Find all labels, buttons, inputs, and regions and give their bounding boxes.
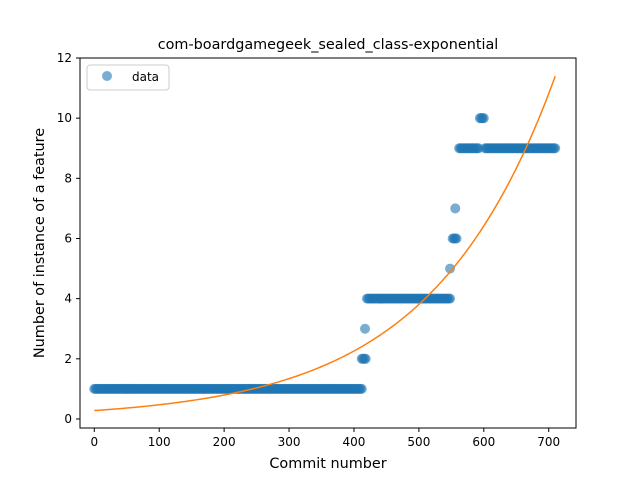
y-tick-label: 2: [64, 352, 72, 366]
x-axis-label: Commit number: [269, 456, 386, 472]
x-tick-label: 400: [343, 435, 366, 449]
y-tick-label: 12: [57, 51, 72, 65]
y-tick-label: 6: [64, 231, 72, 245]
x-tick-label: 600: [472, 435, 495, 449]
legend: data: [87, 65, 169, 90]
x-tick-label: 500: [407, 435, 430, 449]
x-tick-label: 0: [90, 435, 98, 449]
data-point: [357, 384, 367, 394]
x-tick-label: 300: [278, 435, 301, 449]
y-tick-label: 8: [64, 171, 72, 185]
data-point: [361, 354, 371, 364]
data-point: [479, 113, 489, 123]
data-point: [450, 203, 460, 213]
y-axis-label: Number of instance of a feature: [32, 128, 48, 358]
y-tick-label: 4: [64, 292, 72, 306]
legend-marker: [102, 71, 112, 81]
y-tick-label: 10: [57, 111, 72, 125]
data-point: [360, 324, 370, 334]
chart-title: com-boardgamegeek_sealed_class-exponenti…: [158, 37, 499, 53]
x-tick-label: 100: [148, 435, 171, 449]
data-point: [550, 143, 560, 153]
data-point: [445, 294, 455, 304]
data-point: [452, 233, 462, 243]
legend-label-data: data: [132, 70, 159, 84]
x-tick-label: 200: [213, 435, 236, 449]
x-tick-label: 700: [537, 435, 560, 449]
y-tick-label: 0: [64, 412, 72, 426]
